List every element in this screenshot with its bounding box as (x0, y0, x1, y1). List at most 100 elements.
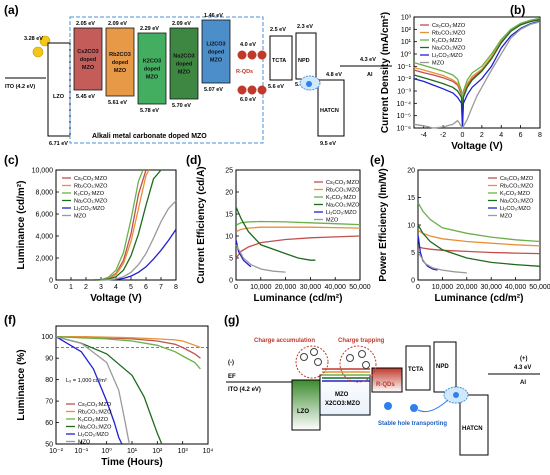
legend-label: K₂CO₃:MZO (74, 191, 105, 197)
x-tick-label: 5 (129, 284, 133, 291)
x-tick-label: 10⁴ (203, 448, 214, 455)
panel-label-e: (e) (370, 153, 385, 167)
x-tick-label: 0 (416, 284, 420, 291)
dopant-box (201, 19, 231, 84)
electron-icon (32, 46, 44, 58)
plot-frame (235, 169, 361, 281)
chart-e: 0 10,000 20,000 30,000 40,000 50,000 0 5 10 15 20 L… (378, 168, 550, 305)
rqd-label: R-QDs (236, 69, 253, 75)
legend-label: Cs₂CO₃:MZO (500, 176, 534, 182)
y-tick-label: 0 (411, 278, 415, 285)
legend-label: Li₂CO₃:MZO (74, 206, 105, 212)
mzo-label-g: MZO (335, 392, 349, 398)
dopant-name: doped (208, 50, 225, 56)
dopant-box (137, 32, 167, 105)
energy-level-diagram-g: Charge accumulation Charge trapping (-) … (226, 338, 540, 456)
hatcn-layer (317, 79, 345, 137)
y-tick-label: 50 (45, 442, 53, 449)
series-line (235, 220, 361, 226)
legend-label: Rb₂CO₃:MZO (74, 184, 108, 190)
y-axis-title: Luminance (%) (16, 349, 27, 420)
dopant-box (169, 27, 199, 100)
series-line (418, 246, 541, 255)
lzo-label: LZO (53, 94, 65, 100)
x-tick-label: 30,000 (300, 284, 322, 291)
x-tick-label: 2 (84, 284, 88, 291)
x-axis-title: Voltage (V) (90, 293, 141, 304)
legend-label: Na₂CO₃:MZO (432, 46, 466, 52)
series-line (55, 336, 123, 445)
series-line (235, 226, 361, 233)
hole-icon-g (384, 402, 392, 410)
hatcn-top-level: 4.8 eV (326, 72, 342, 78)
series-line (417, 252, 467, 274)
rqd-label-g: R-QDs (376, 382, 395, 388)
series-line (55, 336, 163, 445)
y-tick-label: 4,000 (35, 234, 53, 241)
series-line (235, 207, 316, 261)
y-tick-label: 100 (41, 334, 53, 341)
series-line (100, 229, 177, 281)
panel-label-d: (d) (186, 153, 201, 167)
electron-markers-g (300, 348, 370, 369)
legend-label: Li₂CO₃:MZO (500, 206, 531, 212)
ito-label: ITO (4.2 eV) (5, 84, 35, 90)
charge-trapping-label: Charge trapping (338, 338, 385, 344)
dopant-bottom-level: 5.61 eV (108, 100, 127, 106)
dopant-name: MZO (146, 75, 159, 81)
dopant-top-level: 2.29 eV (140, 26, 159, 32)
ef-label: EF (228, 374, 236, 380)
series-line (55, 336, 131, 445)
hole-arrow (417, 399, 449, 413)
mzo-sub-label: X2CO3:MZO (325, 401, 360, 407)
legend-label: MZO (78, 440, 91, 446)
x-tick-label: 10,000 (432, 284, 454, 291)
x-tick-label: -2 (440, 132, 446, 139)
series-line (55, 336, 201, 370)
dopant-box (73, 27, 103, 91)
x-tick-label: 6 (519, 132, 523, 139)
y-tick-label: 5 (411, 250, 415, 257)
x-axis-title: Luminance (cd/m²) (435, 293, 524, 304)
tcta-top-level: 2.5 eV (270, 27, 286, 33)
hatcn-bottom-level: 9.5 eV (320, 141, 336, 147)
legend-label: Na₂CO₃:MZO (326, 203, 360, 209)
y-tick-label: 6,000 (35, 212, 53, 219)
mzo-stripes (322, 368, 370, 382)
rqd-layer-g (371, 367, 403, 393)
x-tick-label: 4 (499, 132, 503, 139)
x-tick-label: 40,000 (324, 284, 346, 291)
charge-trapping-circle (339, 345, 377, 383)
y-tick-label: 20 (225, 190, 233, 197)
x-tick-label: 6 (144, 284, 148, 291)
x-tick-label: 10,000 (250, 284, 272, 291)
x-tick-label: 8 (538, 132, 542, 139)
dopant-name: Cs2CO3 (77, 49, 98, 55)
hole-icon-g (453, 392, 459, 398)
hatcn-label-g: HATCN (462, 426, 483, 432)
panel-label-f: (f) (4, 313, 16, 327)
x-tick-label: 1 (69, 284, 73, 291)
y-tick-label: 10² (401, 27, 412, 34)
x-tick-label: 0 (461, 132, 465, 139)
y-tick-label: 8,000 (35, 190, 53, 197)
legend-label: Na₂CO₃:MZO (500, 199, 534, 205)
x-tick-label: 50,000 (529, 284, 550, 291)
y-axis-title: Current Density (mA/cm²) (380, 12, 391, 133)
dopant-name: Rb2CO3 (109, 52, 131, 58)
legend-label: MZO (432, 61, 445, 67)
x-tick-label: 20,000 (275, 284, 297, 291)
legend-label: Li₂CO₃:MZO (326, 210, 357, 216)
y-tick-label: 0 (49, 278, 53, 285)
legend-label: MZO (326, 218, 339, 224)
dopant-name: Li2CO3 (206, 42, 225, 48)
x-tick-label: 0 (234, 284, 238, 291)
dopant-bottom-level: 5.78 eV (140, 108, 159, 114)
hole-icon (306, 81, 312, 87)
x-tick-label: 10⁰ (101, 447, 112, 455)
series-line (413, 19, 541, 123)
y-tick-label: 2,000 (35, 256, 53, 263)
legend-label: Rb₂CO₃:MZO (432, 31, 466, 37)
x-tick-label: 0 (54, 284, 58, 291)
